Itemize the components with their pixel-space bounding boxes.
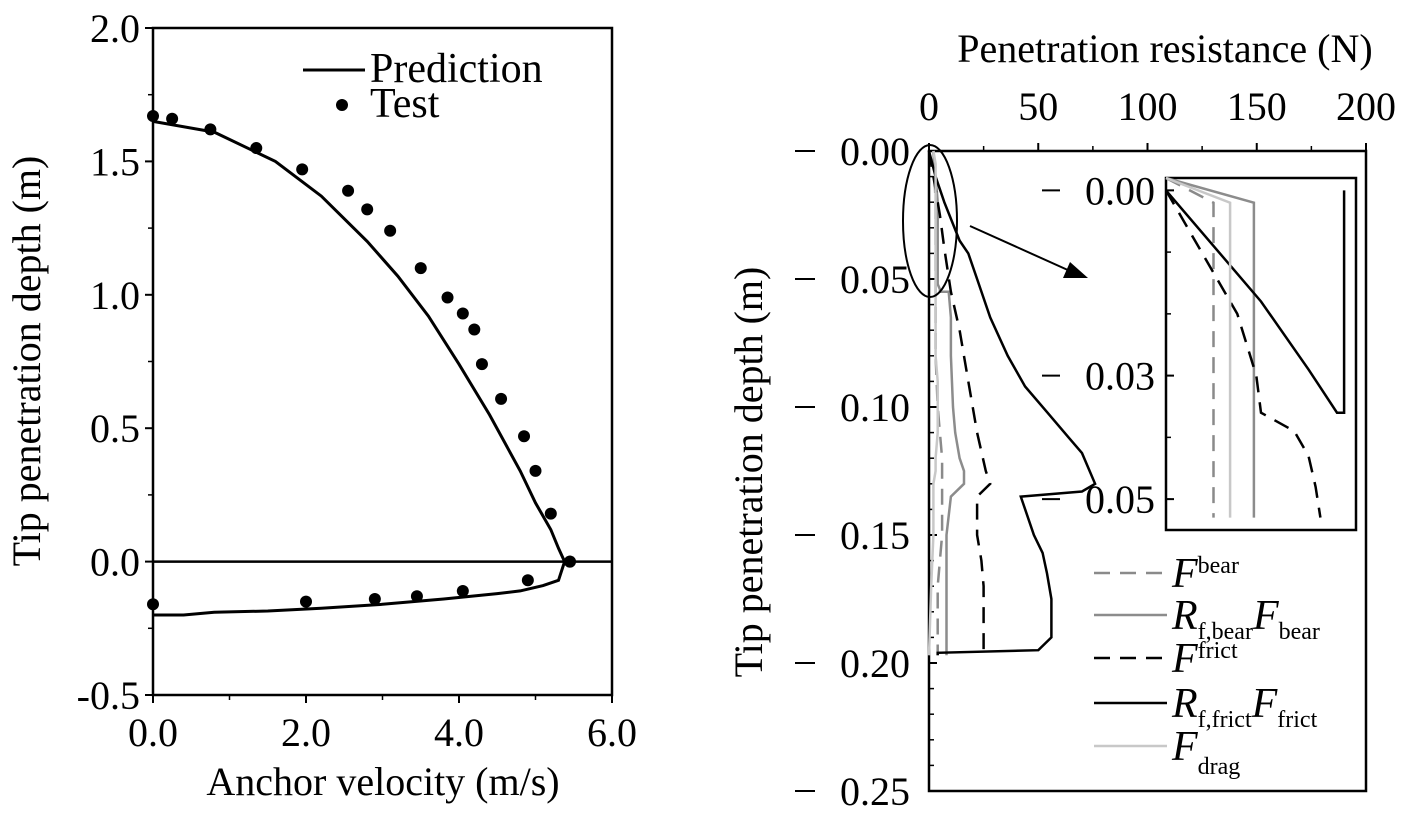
left-axis-ticks: 0.0 2.0 4.0 6.0-0.50.00.51.01.52.0: [77, 6, 637, 755]
prediction-series-line: [152, 119, 567, 617]
right-y-tick-label: 0.15: [840, 513, 910, 558]
inset-series-line-0: [1165, 176, 1215, 518]
right-axis-ticks: 0 50 100 150 200 0.00 0.05 0.10 0.15 0.20 0.25: [795, 84, 1396, 814]
right-x-tick-label: 0: [919, 84, 939, 129]
test-data-point: [468, 323, 481, 336]
test-data-point: [147, 110, 159, 123]
left-series-group: [147, 110, 576, 617]
zoom-arrow-line: [969, 225, 1071, 272]
test-data-point: [384, 224, 397, 237]
right-y-tick-label: 0.00: [840, 129, 910, 174]
right-x-tick-label: 150: [1227, 84, 1287, 129]
test-data-point: [368, 592, 381, 605]
test-data-point: [147, 598, 159, 611]
test-data-point: [441, 291, 454, 304]
left-y-tick-label: 1.5: [90, 139, 140, 184]
right-series-line-3: [927, 150, 1097, 656]
right-series-group: [927, 150, 1097, 656]
test-data-point: [521, 574, 534, 587]
left-y-tick-label: 1.0: [90, 273, 140, 318]
right-y-tick-label: 0.05: [840, 257, 910, 302]
test-data-point: [166, 112, 179, 125]
legend-test-label: Test: [370, 81, 440, 127]
legend-label-0: Fbear: [1171, 551, 1239, 597]
test-data-point: [296, 163, 309, 176]
left-x-tick-label: 2.0: [281, 710, 331, 755]
left-y-axis-label: Tip penetration depth (m): [4, 156, 49, 567]
inset-series-line-2: [1164, 189, 1322, 518]
left-y-tick-label: -0.5: [77, 673, 140, 718]
test-data-point: [204, 123, 217, 136]
test-data-point: [456, 584, 469, 597]
test-data-point: [518, 430, 531, 443]
test-data-point: [342, 184, 355, 197]
legend-prediction-label: Prediction: [370, 46, 543, 92]
left-plot-frame: [151, 26, 614, 697]
right-y-tick-label: 0.20: [840, 641, 910, 686]
left-x-axis-label: Anchor velocity (m/s): [206, 759, 559, 804]
test-data-point: [563, 555, 576, 568]
right-series-line-4: [927, 150, 939, 656]
legend-label-2: Ffrict: [1171, 636, 1238, 682]
left-x-tick-label: 0.0: [128, 710, 178, 755]
test-data-point: [456, 307, 469, 320]
right-y-tick-label: 0.10: [840, 385, 910, 430]
right-x-tick-label: 50: [1018, 84, 1058, 129]
inset-series-line-4: [1165, 176, 1232, 518]
inset-frame: [1164, 176, 1358, 532]
left-x-tick-label: 4.0: [434, 710, 484, 755]
zoom-arrow-head: [1063, 262, 1088, 278]
velocity-depth-chart: 0.0 2.0 4.0 6.0-0.50.00.51.01.52.0 Anchor v…: [4, 6, 637, 804]
test-data-point: [414, 262, 427, 275]
inset-y-tick-label: 0.03: [1085, 354, 1155, 399]
left-y-tick-label: 0.5: [90, 406, 140, 451]
legend-label-3: Rf,frictFfrict: [1171, 681, 1318, 733]
legend-test-swatch: [336, 99, 348, 111]
right-y-tick-label: 0.25: [840, 769, 910, 814]
inset-chart: 0.00 0.03 0.05: [1042, 168, 1358, 532]
test-data-point: [475, 358, 488, 371]
zoom-highlight-ellipse: [902, 144, 958, 298]
inset-series-line-3: [1165, 189, 1346, 414]
legend-label-4: Fdrag: [1171, 724, 1240, 780]
right-x-tick-label: 100: [1118, 84, 1178, 129]
right-x-tick-label: 200: [1336, 84, 1396, 129]
inset-series-group: [1164, 176, 1346, 518]
left-y-tick-label: 2.0: [90, 6, 140, 51]
inset-axis-ticks: 0.00 0.03 0.05: [1042, 168, 1174, 522]
test-data-point: [529, 464, 542, 477]
right-series-line-1: [932, 150, 966, 656]
test-data-point: [361, 203, 374, 216]
inset-series-line-1: [1165, 176, 1256, 518]
test-data-point: [495, 392, 508, 405]
right-x-axis-label: Penetration resistance (N): [957, 26, 1372, 71]
legend-label-1: Rf,bearFbear: [1171, 593, 1320, 645]
test-data-point: [410, 590, 423, 603]
test-data-point: [300, 595, 312, 608]
right-y-axis-label: Tip penetration depth (m): [726, 267, 771, 678]
resistance-depth-chart: 0 50 100 150 200 0.00 0.05 0.10 0.15 0.20 0.25 Pen…: [726, 26, 1396, 814]
inset-y-tick-label: 0.00: [1085, 168, 1155, 213]
left-y-tick-label: 0.0: [90, 540, 140, 585]
test-data-point: [250, 142, 263, 155]
right-legend: FbearRf,bearFbearFfrictRf,frictFfrictFdr…: [1094, 551, 1320, 780]
left-x-tick-label: 6.0: [587, 710, 637, 755]
inset-y-tick-label: 0.05: [1085, 477, 1155, 522]
test-data-point: [544, 507, 557, 520]
